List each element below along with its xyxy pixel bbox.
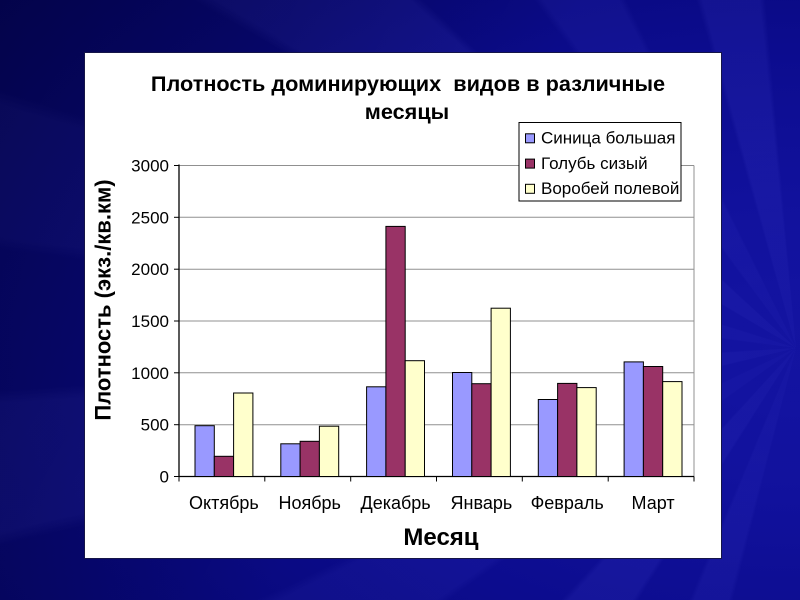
svg-text:1000: 1000 [131, 364, 169, 383]
svg-text:месяцы: месяцы [365, 99, 449, 124]
svg-text:Месяц: Месяц [403, 524, 478, 551]
svg-text:Плотность (экз./кв.км): Плотность (экз./кв.км) [91, 179, 116, 420]
svg-text:Воробей полевой: Воробей полевой [541, 179, 679, 198]
svg-text:2000: 2000 [131, 260, 169, 279]
svg-text:Февраль: Февраль [531, 493, 604, 513]
svg-text:Январь: Январь [451, 493, 513, 513]
svg-text:Декабрь: Декабрь [361, 493, 431, 513]
svg-text:Март: Март [632, 493, 675, 513]
svg-text:3000: 3000 [131, 157, 169, 176]
svg-text:0: 0 [160, 468, 169, 487]
svg-text:1500: 1500 [131, 312, 169, 331]
svg-text:Октябрь: Октябрь [189, 493, 259, 513]
svg-text:Синица большая: Синица большая [541, 129, 675, 148]
svg-text:Голубь сизый: Голубь сизый [541, 154, 648, 173]
svg-text:Ноябрь: Ноябрь [278, 493, 340, 513]
svg-text:Плотность доминирующих видов: Плотность доминирующих видов в различные [151, 71, 665, 96]
svg-text:2500: 2500 [131, 208, 169, 227]
svg-text:500: 500 [141, 416, 169, 435]
